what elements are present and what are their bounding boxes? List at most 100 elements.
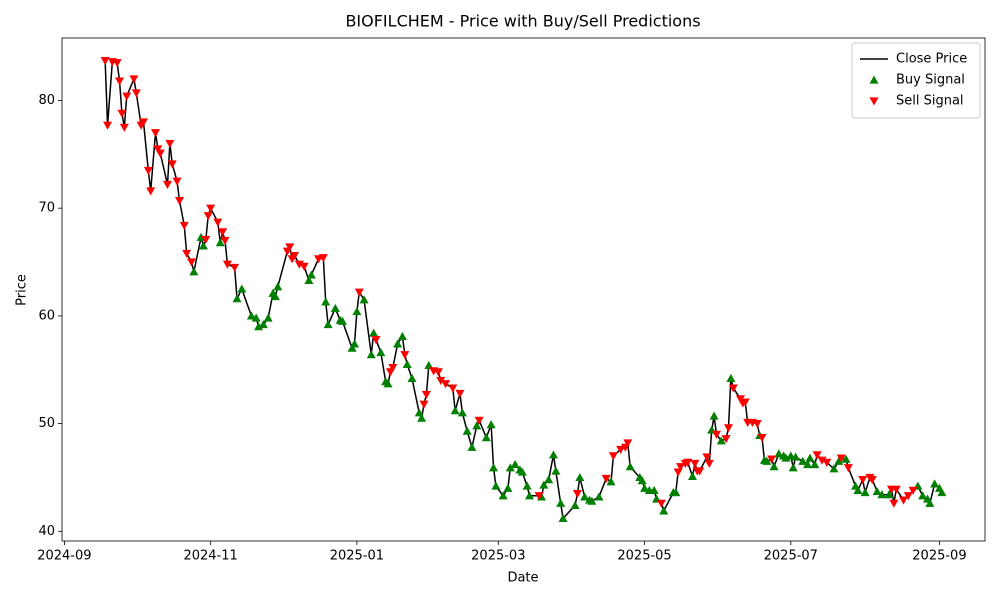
signal-marker [222, 260, 232, 269]
signal-marker [762, 456, 772, 465]
signal-marker [711, 430, 721, 439]
signal-marker [877, 490, 887, 499]
signal-marker [594, 492, 604, 501]
y-tick-label: 40 [38, 524, 55, 539]
signal-marker [433, 368, 443, 377]
signal-marker [822, 458, 832, 467]
signal-marker [100, 57, 110, 66]
signal-marker [517, 467, 527, 476]
signal-marker [103, 121, 113, 130]
signal-marker [695, 467, 705, 476]
signal-marker [263, 313, 273, 322]
signal-marker [843, 464, 853, 473]
signal-marker [230, 263, 240, 272]
signal-marker [556, 498, 566, 507]
signal-marker [330, 303, 340, 312]
y-tick-label: 70 [38, 201, 55, 216]
signal-marker [179, 221, 189, 230]
signal-marker [347, 343, 357, 352]
x-tick-label: 2025-09 [912, 549, 966, 564]
signal-marker [441, 380, 451, 389]
signal-marker [735, 395, 745, 404]
signal-marker [455, 389, 465, 398]
legend-marker [869, 97, 879, 106]
signal-marker [539, 480, 549, 489]
signal-marker [232, 294, 242, 303]
signal-marker [925, 498, 935, 507]
signal-marker [575, 472, 585, 482]
signal-marker [898, 496, 908, 505]
signal-marker [570, 500, 580, 510]
legend-label: Sell Signal [896, 94, 964, 109]
signal-marker [728, 384, 738, 393]
signal-marker [544, 475, 554, 484]
signal-marker [486, 420, 496, 429]
signal-marker [349, 339, 359, 348]
signal-marker [489, 463, 499, 472]
signal-marker [366, 350, 376, 359]
chart-title: BIOFILCHEM - Price with Buy/Sell Predict… [345, 12, 700, 31]
signal-marker [354, 288, 364, 297]
signal-marker [867, 476, 877, 485]
signal-marker [551, 466, 561, 475]
signal-marker [805, 453, 815, 462]
signal-marker [218, 228, 228, 237]
signal-marker [369, 328, 379, 337]
x-tick-label: 2025-07 [764, 549, 818, 564]
signal-marker [172, 177, 182, 186]
signal-marker [167, 160, 177, 169]
signal-marker [359, 295, 369, 304]
signal-marker [143, 166, 153, 175]
y-tick-label: 50 [38, 416, 55, 431]
signal-marker [467, 442, 477, 451]
signal-marker [829, 464, 839, 473]
signal-marker [721, 435, 731, 444]
signal-marker [774, 449, 784, 458]
signal-marker [294, 260, 304, 269]
signal-marker [918, 491, 928, 500]
signal-marker [757, 433, 767, 443]
signal-marker [860, 488, 870, 497]
signal-marker [740, 398, 750, 407]
signal-marker [587, 496, 597, 505]
signal-marker [129, 75, 139, 84]
signal-marker [457, 408, 467, 417]
signal-marker [659, 506, 669, 515]
signal-marker [601, 474, 611, 484]
signal-marker [534, 492, 544, 501]
signal-marker [273, 282, 283, 291]
signal-marker [448, 384, 458, 393]
y-axis-label: Price [15, 274, 30, 306]
signal-marker [213, 218, 223, 227]
signal-marker [198, 241, 208, 250]
signal-marker [407, 373, 417, 382]
signal-marker [162, 180, 172, 189]
signal-marker [131, 89, 141, 98]
signal-marker [688, 471, 698, 480]
x-tick-label: 2024-09 [37, 549, 91, 564]
signal-marker [146, 187, 156, 196]
signal-marker [153, 145, 163, 154]
signal-marker [872, 486, 882, 496]
signal-marker [510, 460, 520, 469]
signal-marker [505, 463, 515, 472]
y-tick-label: 60 [38, 308, 55, 323]
signal-marker [306, 270, 316, 279]
signal-marker [203, 212, 213, 221]
signal-marker [304, 275, 314, 284]
signal-marker [836, 454, 846, 463]
signal-marker [625, 462, 635, 471]
signal-marker [402, 359, 412, 368]
signal-marker [616, 445, 626, 454]
signal-marker [397, 331, 407, 340]
signal-marker [450, 406, 460, 415]
signal-marker [558, 513, 568, 522]
signal-marker [908, 486, 918, 495]
signal-marker [676, 463, 686, 472]
signal-marker [889, 499, 899, 508]
signal-marker [891, 485, 901, 494]
signal-marker [788, 463, 798, 472]
signal-marker [498, 491, 508, 500]
legend-marker [869, 75, 879, 84]
